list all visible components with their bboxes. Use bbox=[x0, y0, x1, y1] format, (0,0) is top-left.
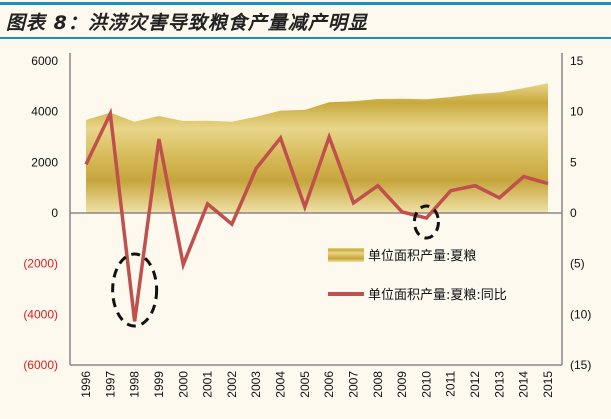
x-tick-label: 2004 bbox=[274, 371, 288, 398]
title-top-rule bbox=[0, 2, 611, 5]
right-tick-label: (15) bbox=[570, 358, 591, 372]
right-tick-label: 10 bbox=[570, 105, 584, 119]
x-tick-label: 2000 bbox=[176, 371, 190, 398]
x-tick-label: 2001 bbox=[201, 371, 215, 398]
highlight-ellipse-2010 bbox=[412, 204, 440, 240]
x-tick-label: 2009 bbox=[395, 371, 409, 398]
x-tick-label: 2015 bbox=[541, 371, 555, 398]
x-tick-label: 2003 bbox=[249, 371, 263, 398]
right-tick-label: 15 bbox=[570, 54, 584, 68]
legend-swatch-area bbox=[328, 248, 364, 262]
left-tick-label: (6000) bbox=[23, 358, 58, 372]
x-tick-label: 2002 bbox=[225, 371, 239, 398]
x-tick-label: 1996 bbox=[79, 371, 93, 398]
left-tick-label: 2000 bbox=[31, 155, 58, 169]
left-tick-label: (4000) bbox=[23, 307, 58, 321]
area-series-summer-grain-yield bbox=[86, 83, 548, 213]
x-tick-label: 1999 bbox=[152, 371, 166, 398]
x-tick-label: 2010 bbox=[419, 371, 433, 398]
x-tick-label: 2008 bbox=[371, 371, 385, 398]
chart-title: 图表 8：洪涝灾害导致粮食产量减产明显 bbox=[6, 12, 368, 34]
legend-label-area: 单位面积产量:夏粮 bbox=[368, 249, 476, 264]
right-tick-label: (5) bbox=[570, 257, 585, 271]
x-tick-label: 2007 bbox=[346, 371, 360, 398]
legend-label-line: 单位面积产量:夏粮:同比 bbox=[368, 288, 507, 303]
x-tick-label: 2012 bbox=[468, 371, 482, 398]
left-tick-label: 4000 bbox=[31, 105, 58, 119]
left-tick-label: 0 bbox=[51, 206, 58, 220]
left-tick-label: 6000 bbox=[31, 54, 58, 68]
x-tick-label: 2013 bbox=[492, 371, 506, 398]
x-tick-label: 2011 bbox=[444, 371, 458, 397]
highlight-ellipse-1998 bbox=[111, 252, 159, 328]
line-series-yoy bbox=[84, 107, 549, 322]
right-tick-label: (10) bbox=[570, 307, 591, 321]
x-tick-label: 2006 bbox=[322, 371, 336, 398]
x-tick-label: 1997 bbox=[103, 371, 117, 398]
right-tick-label: 5 bbox=[570, 155, 577, 169]
x-tick-label: 1998 bbox=[128, 371, 142, 398]
left-tick-label: (2000) bbox=[23, 257, 58, 271]
x-tick-label: 2005 bbox=[298, 371, 312, 398]
right-tick-label: 0 bbox=[570, 206, 577, 220]
x-tick-label: 2014 bbox=[517, 371, 531, 398]
title-bottom-rule bbox=[0, 37, 611, 39]
